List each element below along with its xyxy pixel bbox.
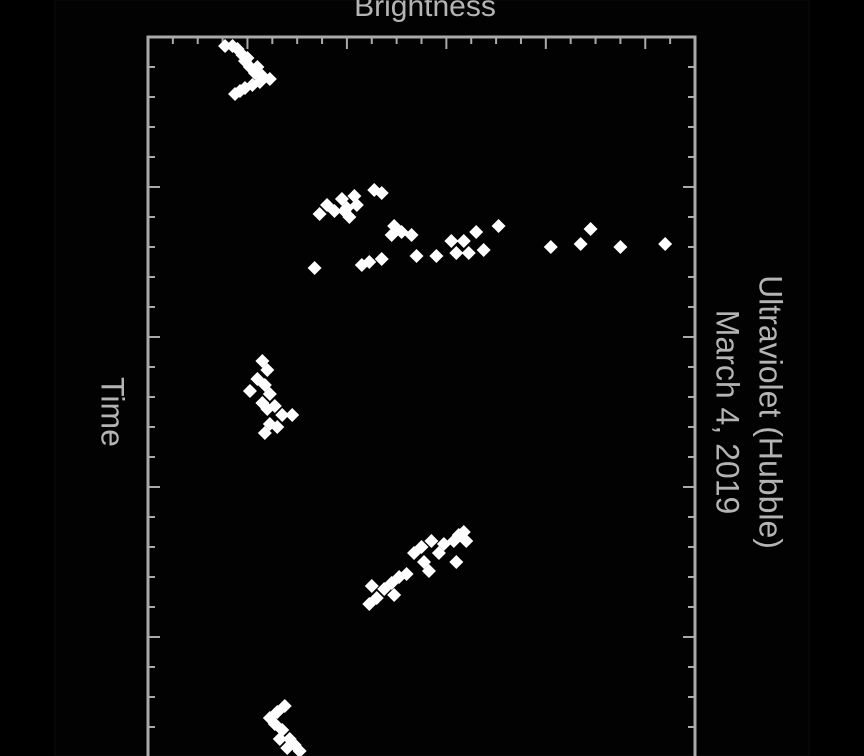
point (449, 246, 464, 260)
point (364, 579, 379, 593)
y-axis-label: Brightness (354, 0, 496, 23)
chart-title: Ultraviolet (Hubble) (753, 275, 789, 549)
point (327, 204, 342, 218)
chart-subtitle: March 4, 2019 (710, 310, 746, 515)
point (476, 243, 491, 257)
point (218, 39, 233, 53)
point (362, 255, 377, 269)
point (429, 249, 444, 263)
point (292, 744, 307, 756)
point (461, 246, 476, 260)
point (459, 534, 474, 548)
point (270, 420, 285, 434)
point (369, 591, 384, 605)
point (252, 75, 267, 89)
point (414, 540, 429, 554)
point (374, 252, 389, 266)
point (250, 60, 265, 74)
point (658, 237, 673, 251)
point (399, 567, 414, 581)
x-axis-label: Time (95, 377, 131, 447)
point (272, 732, 287, 746)
point (307, 261, 322, 275)
point (232, 84, 247, 98)
point (491, 219, 506, 233)
point (469, 225, 484, 239)
point (416, 555, 431, 569)
point (409, 249, 424, 263)
point (312, 207, 327, 221)
point (424, 534, 439, 548)
point (240, 51, 255, 65)
point (260, 363, 275, 377)
point (573, 237, 588, 251)
point (387, 588, 402, 602)
point (613, 240, 628, 254)
point (337, 204, 352, 218)
point (543, 240, 558, 254)
point (456, 234, 471, 248)
point (349, 198, 364, 212)
point (583, 222, 598, 236)
point (285, 408, 300, 422)
point (280, 741, 295, 755)
point (242, 384, 257, 398)
panel (54, 0, 810, 756)
point (404, 228, 419, 242)
point (260, 402, 275, 416)
point (449, 555, 464, 569)
point (275, 408, 290, 422)
point (257, 426, 272, 440)
point (444, 234, 459, 248)
point (262, 387, 277, 401)
point (374, 186, 389, 200)
